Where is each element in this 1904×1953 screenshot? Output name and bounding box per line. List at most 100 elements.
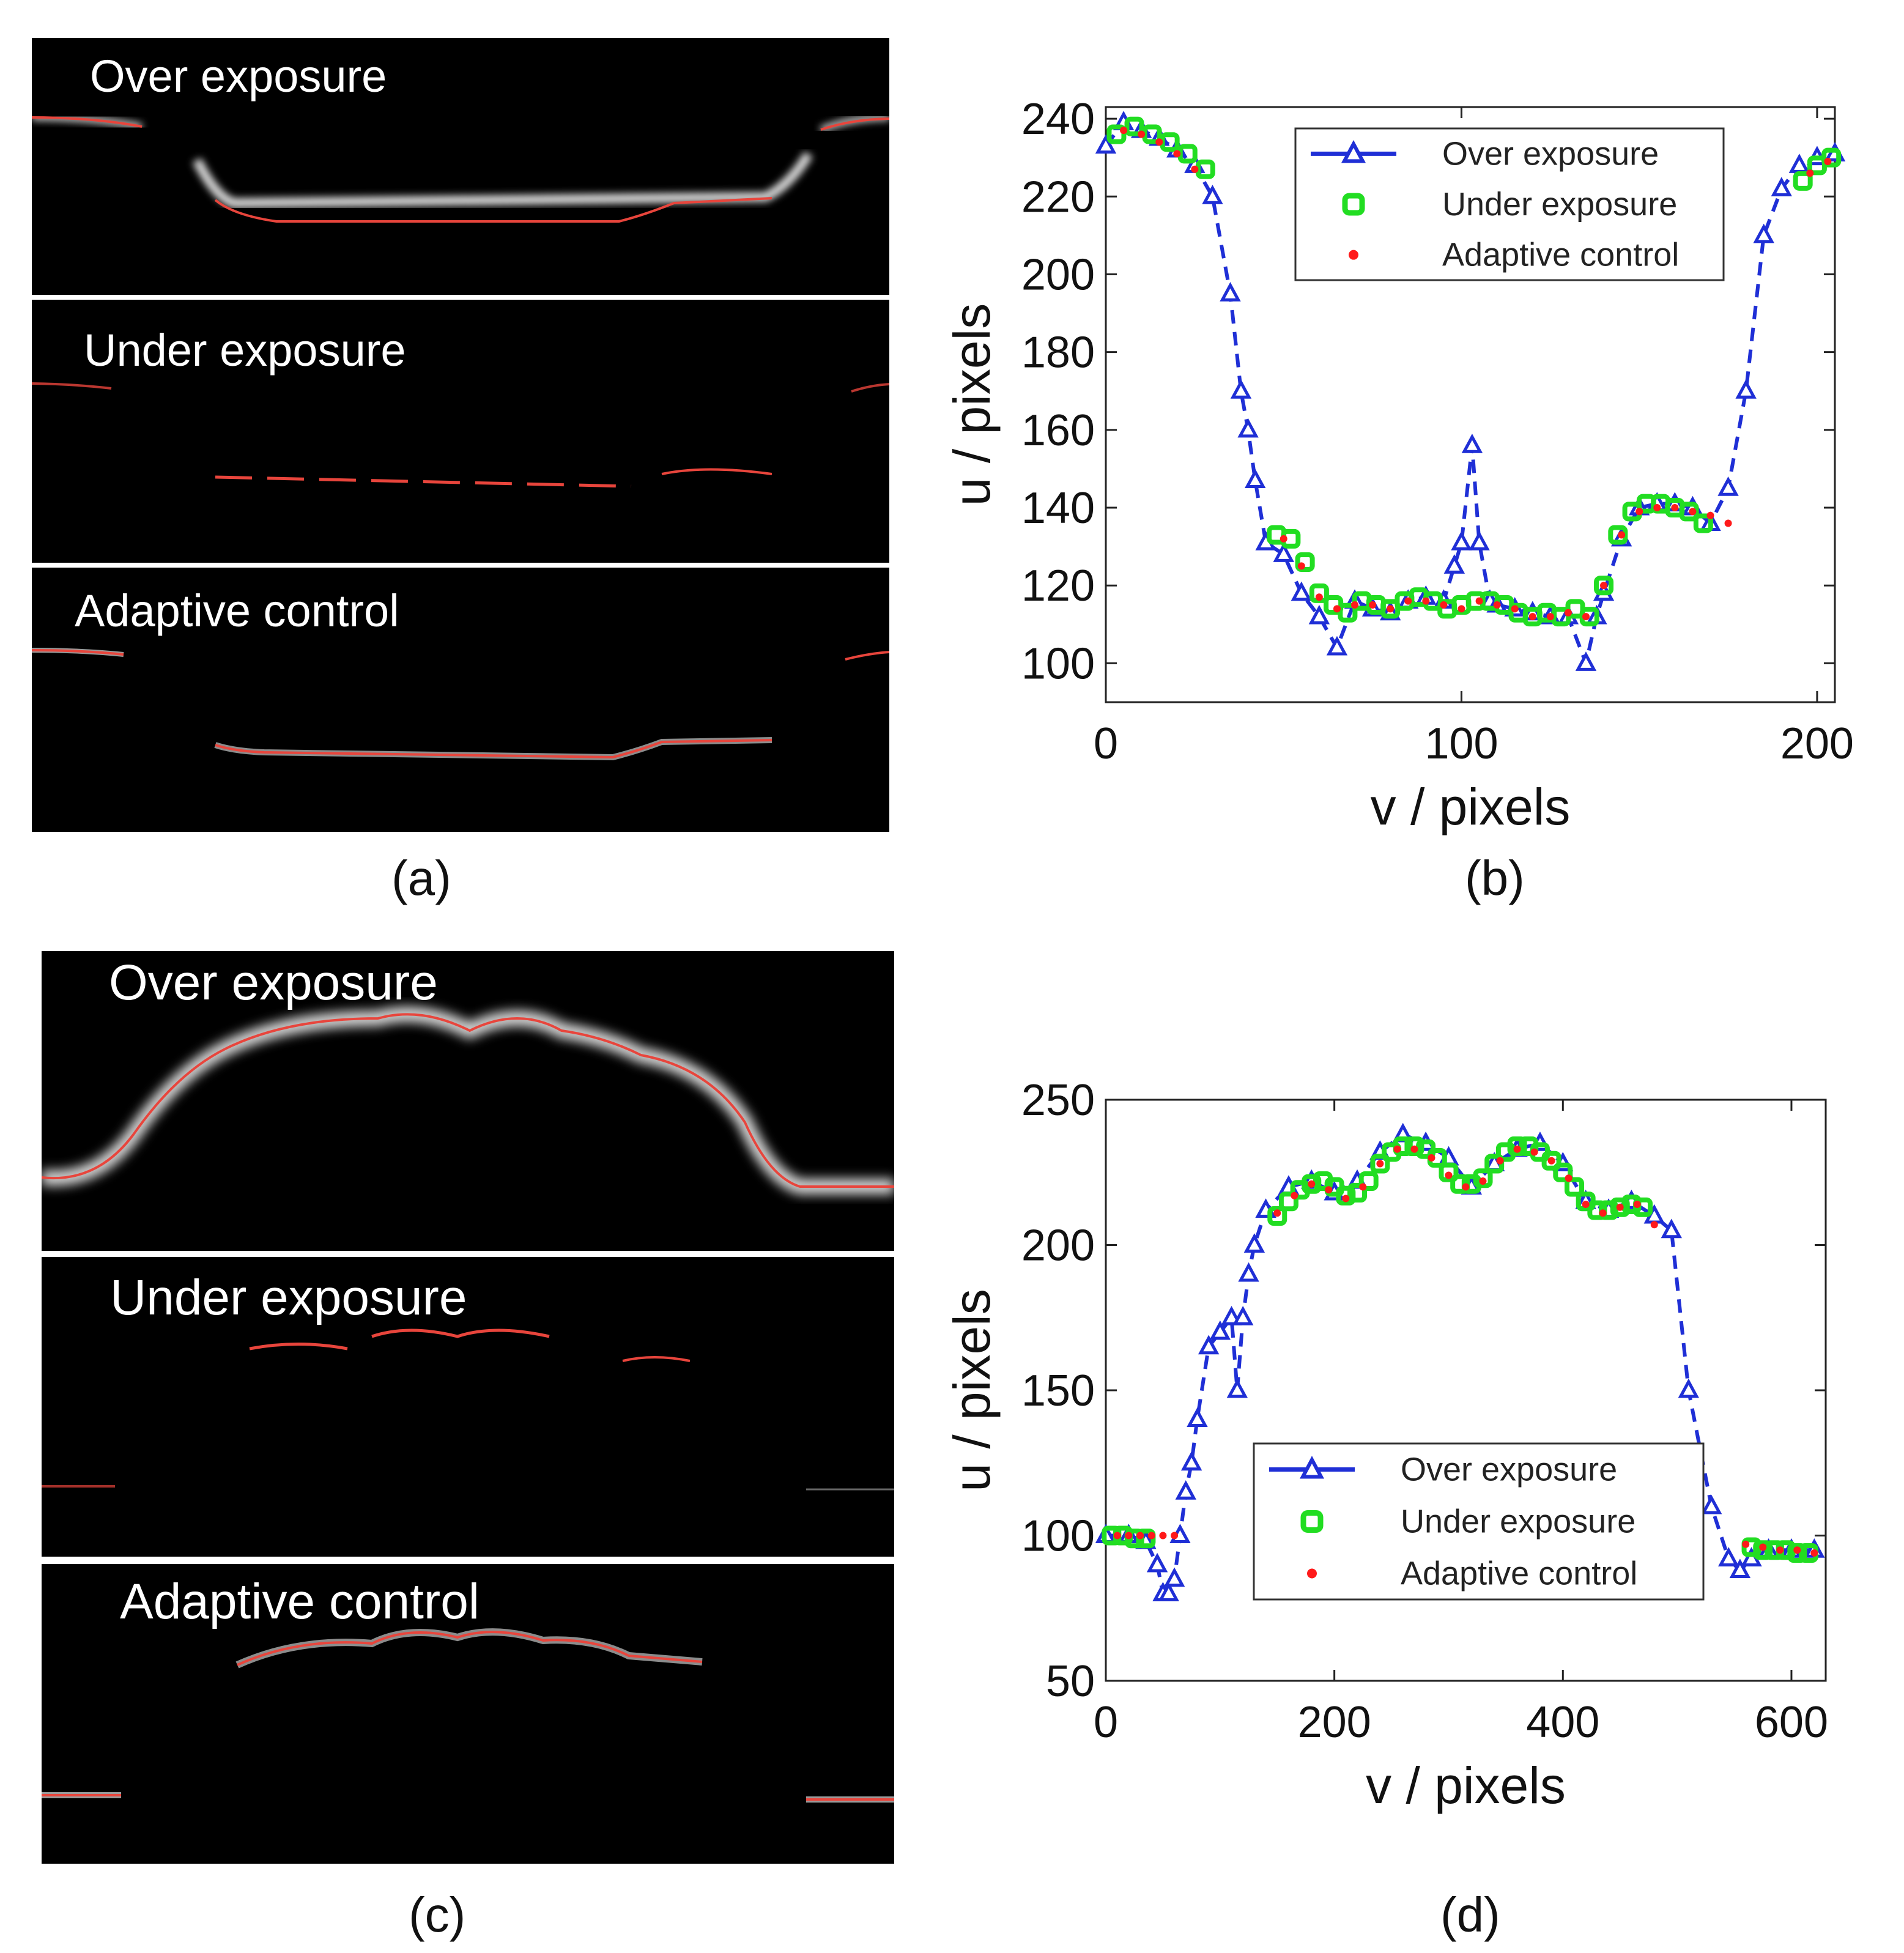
chart-d-over-point bbox=[1198, 1335, 1220, 1355]
chart-d-legend-label: Under exposure bbox=[1401, 1503, 1635, 1540]
chart-b-adaptive-point bbox=[1422, 597, 1430, 605]
chart-b-adaptive-point bbox=[1351, 601, 1359, 609]
chart-d-adaptive-point bbox=[1308, 1180, 1316, 1188]
panel-c-under-title: Under exposure bbox=[110, 1270, 467, 1325]
chart-d-ytick-label: 50 bbox=[1046, 1657, 1095, 1706]
chart-b-ytick-label: 120 bbox=[1021, 561, 1095, 610]
chart-b-adaptive-point bbox=[1387, 605, 1395, 613]
panel-c-over-profile bbox=[42, 1006, 894, 1195]
panel-c-under-profile bbox=[42, 1329, 894, 1491]
chart-b-adaptive-point bbox=[1564, 609, 1572, 617]
chart-d-under-point bbox=[1358, 1171, 1379, 1191]
chart-d-xlabel: v / pixels bbox=[1366, 1757, 1566, 1814]
chart-d-adaptive-point bbox=[1359, 1183, 1367, 1191]
chart-b-over-point bbox=[1245, 469, 1266, 489]
caption-c: (c) bbox=[409, 1888, 466, 1942]
chart-d-xtick-label: 400 bbox=[1526, 1698, 1599, 1747]
chart-b-over-point bbox=[1095, 134, 1117, 154]
caption-a: (a) bbox=[391, 851, 451, 905]
chart-d-ytick-label: 250 bbox=[1021, 1076, 1095, 1125]
chart-b-frame bbox=[1105, 106, 1836, 703]
caption-b: (b) bbox=[1465, 851, 1525, 905]
chart-d-legend-label: Adaptive control bbox=[1401, 1555, 1637, 1592]
chart-b-adaptive-point bbox=[1440, 601, 1448, 609]
chart-b-under-point bbox=[1106, 124, 1127, 144]
chart-b-adaptive-point bbox=[1173, 150, 1181, 158]
chart-b-xtick-label: 200 bbox=[1780, 719, 1854, 768]
chart-b-xtick-label: 100 bbox=[1424, 719, 1498, 768]
chart-b-over-point bbox=[1237, 418, 1259, 438]
chart-d-under-point bbox=[1336, 1185, 1356, 1206]
chart-d-adaptive-point bbox=[1496, 1157, 1504, 1165]
chart-b-under-point bbox=[1579, 607, 1599, 627]
chart-d-adaptive-point bbox=[1393, 1145, 1401, 1153]
chart-b-adaptive-point bbox=[1618, 531, 1626, 539]
chart-b-ytick-label: 160 bbox=[1021, 406, 1095, 455]
chart-d-adaptive-point bbox=[1136, 1532, 1144, 1540]
chart-d-legend-adaptive-marker bbox=[1307, 1568, 1317, 1579]
chart-b-under-point bbox=[1338, 602, 1358, 623]
chart-b-adaptive-point bbox=[1528, 613, 1536, 621]
chart-d-adaptive-point bbox=[1810, 1549, 1818, 1557]
chart-d-over-point bbox=[1187, 1407, 1208, 1427]
panel-a-under-profile bbox=[32, 382, 889, 488]
chart-b-over-point bbox=[1469, 531, 1490, 550]
chart-d-under-point bbox=[1787, 1543, 1807, 1563]
chart-b-adaptive-point bbox=[1671, 504, 1679, 512]
chart-d-under-point bbox=[1564, 1177, 1584, 1197]
panel-a-under-exposure: Under exposure bbox=[32, 300, 889, 563]
chart-d-over-point bbox=[1718, 1547, 1739, 1566]
chart-d-over-point bbox=[1661, 1218, 1682, 1239]
chart-b-over-point bbox=[1291, 581, 1312, 601]
chart-b-adaptive-point bbox=[1511, 605, 1519, 613]
chart-d-adaptive-point bbox=[1462, 1183, 1470, 1191]
chart-d-over-point bbox=[1175, 1480, 1196, 1500]
chart-d-adaptive-point bbox=[1776, 1546, 1784, 1554]
panel-c-adaptive-control: Adaptive control bbox=[42, 1564, 894, 1864]
chart-b-legend-label: Adaptive control bbox=[1442, 237, 1679, 273]
chart-d-over-point bbox=[1238, 1262, 1259, 1282]
chart-d-over-point bbox=[1678, 1378, 1700, 1398]
chart-b-ytick-label: 220 bbox=[1021, 172, 1095, 221]
chart-b-under-point bbox=[1295, 552, 1315, 573]
chart-b-xlabel: v / pixels bbox=[1371, 778, 1571, 836]
chart-d-over-point bbox=[1232, 1306, 1254, 1325]
chart-b-adaptive-point bbox=[1191, 165, 1199, 173]
chart-d-ytick-label: 150 bbox=[1021, 1366, 1095, 1415]
chart-b-adaptive-point bbox=[1297, 562, 1305, 570]
chart-d-adaptive-point bbox=[1650, 1221, 1658, 1229]
chart-d-adaptive-point bbox=[1325, 1186, 1333, 1194]
chart-b-ylabel: u / pixels bbox=[943, 303, 1001, 506]
chart-b-over-point bbox=[1771, 177, 1792, 197]
chart-d-xtick-label: 0 bbox=[1094, 1698, 1118, 1747]
chart-b-over-point bbox=[1443, 554, 1465, 574]
chart-d-over-point bbox=[1729, 1558, 1751, 1578]
chart-d-legend-over-marker bbox=[1299, 1456, 1325, 1479]
chart-b-ytick-label: 180 bbox=[1021, 328, 1095, 377]
chart-d-adaptive-point bbox=[1445, 1171, 1453, 1179]
chart-b-over-point bbox=[1461, 434, 1483, 453]
chart-b-over-point bbox=[1451, 531, 1472, 550]
chart-b-adaptive-point bbox=[1475, 597, 1483, 605]
chart-d-over-point bbox=[1163, 1567, 1185, 1587]
chart-d-xtick-label: 200 bbox=[1298, 1698, 1371, 1747]
chart-d-adaptive-point bbox=[1113, 1532, 1121, 1540]
panel-c-adaptive-profile bbox=[42, 1628, 894, 1803]
chart-d-adaptive-point bbox=[1273, 1209, 1281, 1217]
chart-d-ytick-label: 100 bbox=[1021, 1512, 1095, 1561]
chart-d-adaptive-point bbox=[1147, 1532, 1155, 1540]
chart-d-over-point bbox=[1146, 1552, 1168, 1573]
chart-d-under-point bbox=[1753, 1540, 1773, 1560]
chart-d-under-point bbox=[1507, 1136, 1527, 1156]
caption-d: (d) bbox=[1440, 1888, 1500, 1942]
chart-d-over-point bbox=[1700, 1494, 1722, 1514]
chart-b-over-point bbox=[1308, 604, 1330, 624]
chart-b-legend-adaptive-marker bbox=[1349, 250, 1358, 260]
chart-d-under-point bbox=[1267, 1206, 1287, 1226]
chart-d-adaptive-point bbox=[1159, 1532, 1167, 1540]
chart-b-adaptive-point bbox=[1369, 601, 1377, 609]
chart-b-over-point bbox=[1273, 543, 1294, 562]
chart-d-legend-under-marker bbox=[1300, 1510, 1324, 1533]
chart-d-under-point bbox=[1370, 1154, 1390, 1174]
chart-d-under-point bbox=[1553, 1162, 1573, 1182]
